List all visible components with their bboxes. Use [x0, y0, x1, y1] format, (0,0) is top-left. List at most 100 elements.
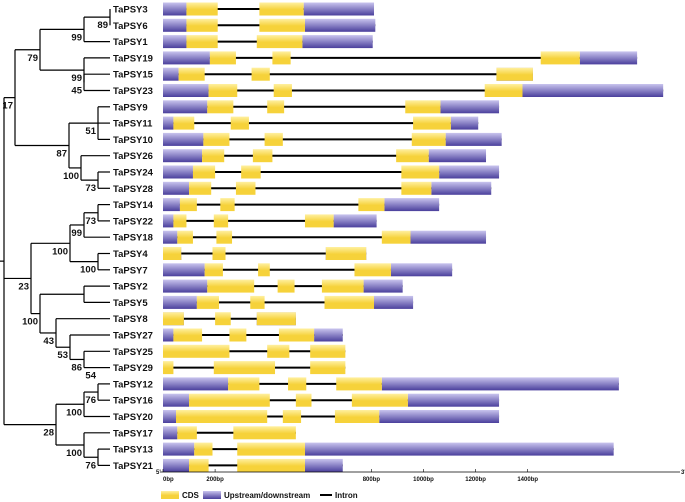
gene-row-tapsy19: TaPSY19 [113, 51, 638, 65]
cds-segment [334, 410, 380, 423]
gene-label: TaPSY8 [113, 314, 148, 325]
utr-segment [304, 18, 376, 32]
utr-segment [163, 410, 177, 423]
bootstrap-value: 43 [43, 336, 54, 347]
utr-segment [163, 165, 193, 179]
gene-label: TaPSY17 [113, 428, 153, 439]
utr-segment [440, 100, 500, 114]
gene-row-tapsy2: TaPSY2 [113, 279, 403, 293]
cds-segment [192, 165, 216, 179]
gene-row-tapsy14: TaPSY14 [113, 198, 440, 212]
bootstrap-value: 99 [71, 73, 82, 84]
gene-label: TaPSY11 [113, 119, 153, 130]
utr-segment [163, 377, 229, 391]
cds-segment [259, 18, 305, 32]
utr-segment [431, 181, 492, 195]
utr-segment [163, 35, 187, 49]
cds-segment [163, 312, 184, 326]
bootstrap-value: 100 [80, 265, 96, 276]
axis-tick-label: 1200bp [465, 477, 486, 483]
cds-segment [251, 67, 270, 81]
gene-row-tapsy8: TaPSY8 [113, 312, 296, 326]
gene-label: TaPSY13 [113, 445, 153, 456]
cds-segment [540, 51, 580, 65]
cds-segment [176, 410, 268, 423]
cds-segment [177, 230, 193, 244]
bootstrap-value: 100 [63, 171, 79, 182]
axis-tick-label: 0bp [163, 477, 174, 483]
cds-segment [177, 426, 197, 440]
cds-segment [321, 279, 364, 293]
phylogenetic-tree: 8999459979517310087177399100100548653431… [0, 9, 111, 471]
utr-segment [390, 263, 453, 277]
cds-segment [186, 35, 218, 49]
utr-segment [522, 84, 664, 97]
utr-segment [304, 458, 343, 472]
five-prime-label: 5' [156, 470, 161, 476]
gene-structure-tracks: TaPSY3 TaPSY6 TaPSY1 TaPSY19 TaPSY15 TaPSY23 T… [113, 2, 664, 472]
utr-segment [163, 426, 178, 440]
utr-segment [445, 132, 502, 146]
cds-segment [207, 279, 255, 293]
gene-label: TaPSY22 [113, 216, 153, 227]
cds-segment [325, 247, 367, 260]
cds-segment [256, 35, 303, 49]
utr-segment [163, 393, 190, 407]
gene-row-tapsy25: TaPSY25 [113, 344, 346, 358]
gene-row-tapsy26: TaPSY26 [113, 149, 487, 163]
cds-segment [204, 263, 223, 277]
utr-segment [163, 328, 174, 342]
cds-segment [203, 132, 230, 146]
cds-segment [186, 2, 218, 16]
utr-segment [163, 230, 178, 244]
gene-row-tapsy29: TaPSY29 [113, 361, 346, 375]
utr-segment [163, 149, 203, 163]
bootstrap-value: 73 [85, 183, 96, 194]
cds-segment [258, 263, 270, 277]
bootstrap-value: 23 [18, 281, 29, 292]
utr-segment [163, 458, 190, 472]
bootstrap-value: 28 [43, 428, 54, 439]
cds-segment [189, 181, 212, 195]
utr-segment [428, 149, 487, 163]
utr-segment [163, 18, 187, 32]
cds-segment [237, 458, 305, 472]
gene-label: TaPSY4 [113, 249, 148, 260]
utr-segment [163, 263, 205, 277]
cds-segment [484, 84, 523, 97]
utr-segment [374, 295, 414, 309]
gene-label: TaPSY3 [113, 5, 148, 16]
cds-segment [230, 116, 249, 130]
utr-segment [410, 230, 487, 244]
cds-segment [235, 181, 256, 195]
cds-segment [413, 116, 451, 130]
cds-segment [277, 279, 295, 293]
gene-label: TaPSY26 [113, 151, 153, 162]
cds-segment [354, 263, 391, 277]
cds-segment [173, 116, 195, 130]
gene-row-tapsy5: TaPSY5 [113, 295, 414, 309]
cds-segment [401, 165, 440, 179]
cds-segment [213, 214, 229, 228]
cds-segment [209, 51, 236, 65]
utr-segment [439, 165, 500, 179]
gene-label: TaPSY7 [113, 265, 148, 276]
bootstrap-value: 86 [71, 362, 82, 373]
cds-segment [310, 361, 346, 375]
bootstrap-value: 100 [22, 317, 38, 328]
axis-tick-label: 200bp [206, 477, 224, 483]
gene-row-tapsy23: TaPSY23 [113, 84, 664, 97]
bootstrap-value: 100 [66, 448, 82, 459]
utr-segment [407, 393, 500, 407]
gene-row-tapsy21: TaPSY21 [113, 458, 343, 472]
gene-row-tapsy1: TaPSY1 [113, 35, 373, 49]
gene-row-tapsy6: TaPSY6 [113, 18, 376, 32]
utr-segment [314, 328, 343, 342]
cds-segment [273, 84, 292, 97]
bootstrap-value: 51 [85, 126, 96, 137]
legend-cds-swatch [161, 491, 179, 499]
utr-segment [163, 132, 204, 146]
cds-segment [336, 377, 382, 391]
utr-segment [163, 198, 180, 212]
